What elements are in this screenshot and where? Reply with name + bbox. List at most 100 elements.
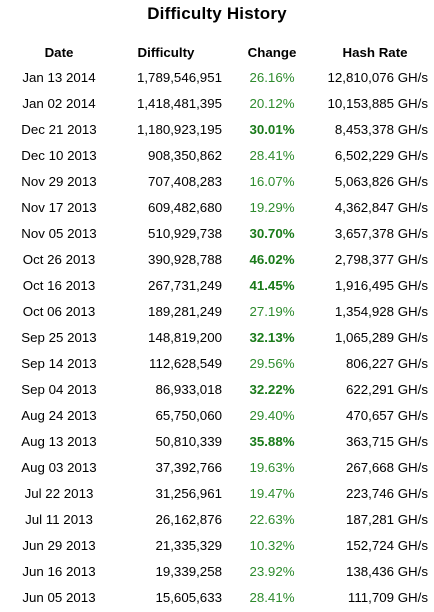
difficulty-cell: 112,628,549	[149, 355, 222, 371]
change-cell: 30.01%	[249, 121, 295, 137]
date-cell: Jun 16 2013	[22, 563, 96, 579]
date-cell: Jun 05 2013	[22, 589, 96, 605]
hash-rate-cell: 1,916,495 GH/s	[334, 277, 428, 293]
difficulty-cell: 609,482,680	[148, 199, 222, 215]
change-cell: 19.47%	[249, 485, 295, 501]
date-cell: Dec 10 2013	[21, 147, 97, 163]
difficulty-cell: 148,819,200	[148, 329, 222, 345]
date-cell: Oct 06 2013	[22, 303, 96, 319]
hash-rate-cell: 187,281 GH/s	[345, 511, 428, 527]
hash-rate-cell: 3,657,378 GH/s	[334, 225, 428, 241]
difficulty-cell: 1,789,546,951	[136, 69, 222, 85]
table-row: Sep 25 2013 148,819,200 32.13% 1,065,289 GH…	[8, 324, 428, 350]
table-row: Aug 13 2013 50,810,339 35.88% 363,715 GH/s	[8, 428, 428, 454]
hash-rate-cell: 363,715 GH/s	[345, 433, 428, 449]
change-cell: 28.41%	[249, 147, 295, 163]
hash-rate-cell: 1,065,289 GH/s	[334, 329, 428, 345]
table-row: Jun 16 2013 19,339,258 23.92% 138,436 GH/s	[8, 558, 428, 584]
difficulty-cell: 26,162,876	[155, 511, 222, 527]
column-header-difficulty: Difficulty	[137, 44, 195, 60]
difficulty-cell: 31,256,961	[155, 485, 222, 501]
hash-rate-cell: 470,657 GH/s	[345, 407, 428, 423]
hash-rate-cell: 267,668 GH/s	[345, 459, 428, 475]
table-row: Jun 05 2013 15,605,633 28.41% 111,709 GH/s	[8, 584, 428, 610]
change-cell: 32.13%	[249, 329, 295, 345]
date-cell: Nov 17 2013	[21, 199, 97, 215]
change-cell: 30.70%	[249, 225, 295, 241]
difficulty-cell: 707,408,283	[148, 173, 222, 189]
difficulty-cell: 189,281,249	[148, 303, 222, 319]
table-row: Jul 22 2013 31,256,961 19.47% 223,746 GH/s	[8, 480, 428, 506]
date-cell: Nov 05 2013	[21, 225, 97, 241]
page-title: Difficulty History	[147, 4, 287, 23]
change-cell: 19.63%	[249, 459, 295, 475]
hash-rate-cell: 8,453,378 GH/s	[334, 121, 428, 137]
hash-rate-cell: 2,798,377 GH/s	[334, 251, 428, 267]
table-row: Aug 24 2013 65,750,060 29.40% 470,657 GH/s	[8, 402, 428, 428]
date-cell: Jan 13 2014	[22, 69, 96, 85]
change-cell: 29.40%	[249, 407, 295, 423]
date-cell: Sep 04 2013	[21, 381, 97, 397]
date-cell: Oct 26 2013	[22, 251, 96, 267]
date-cell: Jul 11 2013	[25, 511, 93, 527]
change-cell: 23.92%	[249, 563, 295, 579]
table-header-row: Date Difficulty Change Hash Rate	[8, 40, 428, 64]
change-cell: 20.12%	[249, 95, 295, 111]
difficulty-cell: 21,335,329	[155, 537, 222, 553]
difficulty-cell: 1,418,481,395	[136, 95, 222, 111]
hash-rate-cell: 10,153,885 GH/s	[327, 95, 428, 111]
change-cell: 41.45%	[249, 277, 295, 293]
difficulty-cell: 37,392,766	[155, 459, 222, 475]
difficulty-cell: 1,180,923,195	[136, 121, 222, 137]
table-row: Nov 29 2013 707,408,283 16.07% 5,063,826 GH…	[8, 168, 428, 194]
table-row: Nov 05 2013 510,929,738 30.70% 3,657,378 GH…	[8, 220, 428, 246]
hash-rate-cell: 223,746 GH/s	[345, 485, 428, 501]
table-body: Jan 13 2014 1,789,546,951 26.16% 12,810,076…	[8, 64, 428, 610]
change-cell: 16.07%	[249, 173, 295, 189]
difficulty-cell: 908,350,862	[148, 147, 222, 163]
change-cell: 32.22%	[249, 381, 295, 397]
difficulty-cell: 19,339,258	[155, 563, 222, 579]
table-row: Oct 16 2013 267,731,249 41.45% 1,916,495 GH…	[8, 272, 428, 298]
date-cell: Aug 24 2013	[21, 407, 97, 423]
date-cell: Jan 02 2014	[22, 95, 96, 111]
change-cell: 26.16%	[249, 69, 295, 85]
date-cell: Oct 16 2013	[22, 277, 96, 293]
table-row: Oct 06 2013 189,281,249 27.19% 1,354,928 GH…	[8, 298, 428, 324]
difficulty-cell: 86,933,018	[155, 381, 222, 397]
change-cell: 46.02%	[249, 251, 295, 267]
date-cell: Sep 25 2013	[21, 329, 97, 345]
difficulty-cell: 15,605,633	[155, 589, 222, 605]
hash-rate-cell: 1,354,928 GH/s	[334, 303, 428, 319]
date-cell: Aug 13 2013	[21, 433, 97, 449]
change-cell: 29.56%	[249, 355, 295, 371]
change-cell: 27.19%	[249, 303, 295, 319]
change-cell: 22.63%	[249, 511, 295, 527]
date-cell: Dec 21 2013	[21, 121, 97, 137]
date-cell: Sep 14 2013	[21, 355, 97, 371]
change-cell: 28.41%	[249, 589, 295, 605]
table-row: Nov 17 2013 609,482,680 19.29% 4,362,847 GH…	[8, 194, 428, 220]
hash-rate-cell: 138,436 GH/s	[345, 563, 428, 579]
difficulty-cell: 65,750,060	[155, 407, 222, 423]
hash-rate-cell: 4,362,847 GH/s	[334, 199, 428, 215]
table-row: Aug 03 2013 37,392,766 19.63% 267,668 GH/s	[8, 454, 428, 480]
hash-rate-cell: 622,291 GH/s	[345, 381, 428, 397]
difficulty-cell: 390,928,788	[148, 251, 222, 267]
table-row: Jul 11 2013 26,162,876 22.63% 187,281 GH/s	[8, 506, 428, 532]
hash-rate-cell: 12,810,076 GH/s	[327, 69, 428, 85]
hash-rate-cell: 6,502,229 GH/s	[334, 147, 428, 163]
table-row: Sep 04 2013 86,933,018 32.22% 622,291 GH/s	[8, 376, 428, 402]
hash-rate-cell: 5,063,826 GH/s	[334, 173, 428, 189]
change-cell: 19.29%	[249, 199, 295, 215]
table-row: Oct 26 2013 390,928,788 46.02% 2,798,377 GH…	[8, 246, 428, 272]
difficulty-cell: 510,929,738	[148, 225, 222, 241]
column-header-change: Change	[247, 44, 297, 60]
table-row: Jan 13 2014 1,789,546,951 26.16% 12,810,076…	[8, 64, 428, 90]
table-row: Dec 10 2013 908,350,862 28.41% 6,502,229 GH…	[8, 142, 428, 168]
date-cell: Aug 03 2013	[21, 459, 97, 475]
hash-rate-cell: 111,709 GH/s	[347, 589, 428, 605]
difficulty-table: Date Difficulty Change Hash Rate Jan 13 …	[8, 40, 428, 610]
column-header-date: Date	[44, 44, 74, 60]
table-row: Dec 21 2013 1,180,923,195 30.01% 8,453,378 …	[8, 116, 428, 142]
